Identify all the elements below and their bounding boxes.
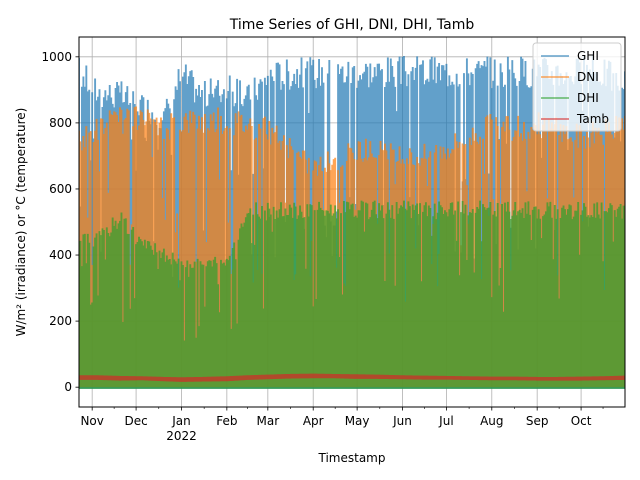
x-tick-label: Nov	[80, 414, 103, 428]
series-tamb	[79, 373, 625, 382]
plot-frame	[78, 36, 626, 408]
x-tick-label: Jun	[392, 414, 412, 428]
x-axis-label: Timestamp	[318, 451, 386, 465]
series-area	[79, 55, 625, 389]
y-tick-label: 800	[49, 116, 72, 130]
y-tick-label: 400	[49, 248, 72, 262]
x-tick-label: Oct	[571, 414, 592, 428]
series-dhi	[79, 200, 625, 389]
x-tick-label: Jan	[171, 414, 191, 428]
x-tick-label: May	[345, 414, 370, 428]
y-tick-label: 200	[49, 314, 72, 328]
y-axis-label: W/m² (irradiance) or °C (temperature)	[14, 108, 28, 337]
x-tick-label: Aug	[480, 414, 503, 428]
legend-label-dhi: DHI	[577, 91, 599, 105]
legend-label-tamb: Tamb	[576, 112, 609, 126]
y-tick-label: 1000	[41, 50, 72, 64]
y-tick-label: 600	[49, 182, 72, 196]
x-tick-sublabel: 2022	[166, 429, 197, 443]
x-tick-label: Apr	[303, 414, 324, 428]
series-tamb-trace	[79, 373, 625, 382]
y-axis: 0 200 400 600 800 1000	[41, 50, 79, 394]
series-dhi-trace	[79, 200, 625, 389]
x-tick-label: Feb	[216, 414, 237, 428]
y-tick-label: 0	[64, 380, 72, 394]
legend-box	[532, 42, 622, 132]
legend-label-dni: DNI	[577, 70, 599, 84]
chart-title: Time Series of GHI, DNI, DHI, Tamb	[229, 17, 475, 33]
legend: GHI DNI DHI Tamb	[532, 42, 622, 132]
x-tick-label: Sep	[526, 414, 549, 428]
x-tick-label: Jul	[438, 414, 453, 428]
x-tick-label: Mar	[257, 414, 280, 428]
x-tick-label: Dec	[124, 414, 147, 428]
legend-label-ghi: GHI	[577, 49, 599, 63]
